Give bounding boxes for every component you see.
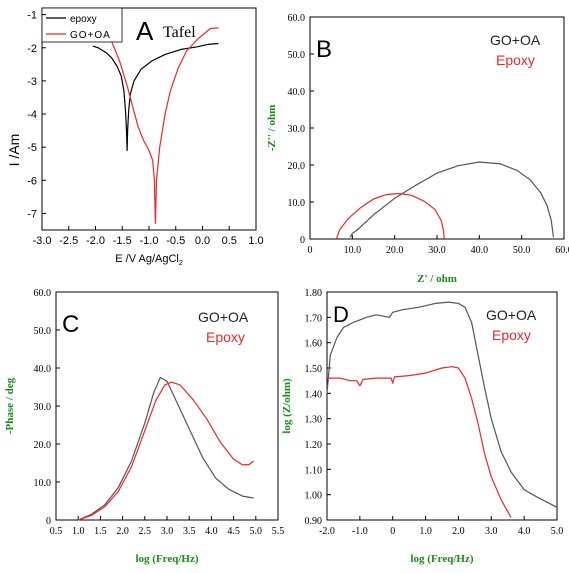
panel-b-y-axis-label: -Z'' / ohm	[266, 105, 278, 151]
panel-b-legend-go-oa: GO+OA	[490, 32, 541, 48]
panel-d-y-tick-label: 1.00	[305, 491, 323, 502]
panel-c-y-tick-label: 50.0	[34, 326, 52, 337]
panel-a-x-tick-label: 0.0	[195, 235, 210, 247]
panel-d-y-tick-label: 1.70	[305, 313, 323, 324]
panel-c-x-tick-label: 3.5	[183, 526, 196, 537]
panel-d-x-tick-label: 1.0	[419, 526, 432, 537]
panel-b-x-tick-label: 0	[308, 245, 313, 256]
panel-a-x-tick-label: -3.0	[33, 235, 52, 247]
panel-c-x-tick-label: 2.0	[116, 526, 129, 537]
panel-a-x-tick-label: -1.5	[113, 235, 132, 247]
panel-b-letter: B	[316, 36, 332, 63]
panel-b-y-tick-label: 20.0	[288, 161, 306, 172]
panel-c-x-axis-label: log (Freq/Hz)	[135, 553, 198, 565]
panel-a-x-axis-label: E /V Ag/AgCl2	[115, 253, 183, 267]
panel-d-x-tick-label: 5.0	[551, 526, 564, 537]
panel-d-x-tick-label: -2.0	[319, 526, 335, 537]
panel-d-y-tick-label: 1.30	[305, 415, 323, 426]
panel-a-y-tick-label: -2	[27, 43, 37, 55]
panel-d-y-tick-label: 1.50	[305, 364, 323, 375]
panel-b-y-tick-label: 30.0	[288, 124, 306, 135]
panel-b-x-tick-label: 10.0	[344, 245, 362, 256]
panel-c-x-tick-label: 0.5	[50, 526, 63, 537]
panel-c-y-tick-label: 60.0	[34, 288, 52, 299]
panel-a-x-tick-label: -2.5	[59, 235, 78, 247]
panel-d-y-tick-label: 0.90	[305, 516, 323, 527]
panel-c-x-tick-label: 2.5	[139, 526, 152, 537]
panel-b-y-tick-label: 60.0	[288, 13, 306, 24]
panel-d-y-tick-label: 1.20	[305, 440, 323, 451]
panel-b-x-axis-label: Z' / ohm	[417, 273, 457, 285]
panel-a-x-tick-label: 1.0	[248, 235, 263, 247]
panel-c-x-tick-label: 4.5	[227, 526, 240, 537]
panel-a-y-tick-label: -3	[27, 76, 37, 88]
panel-b-x-tick-label: 40.0	[471, 245, 489, 256]
panel-d-x-tick-label: 0	[390, 526, 395, 537]
panel-d-y-tick-label: 1.80	[305, 288, 323, 299]
panel-b-y-tick-label: 50.0	[288, 50, 306, 61]
panel-d-x-tick-label: 2.0	[452, 526, 465, 537]
panel-a-y-tick-label: -7	[27, 208, 37, 220]
panel-a-x-tick-label: -2.0	[86, 235, 105, 247]
panel-b-x-tick-label: 30.0	[428, 245, 446, 256]
panel-c-y-tick-label: 0	[46, 516, 51, 527]
panel-c-y-tick-label: 20.0	[34, 440, 52, 451]
panel-b-y-tick-label: 0	[300, 235, 305, 246]
panel-d-legend-go-oa: GO+OA	[486, 307, 537, 323]
panel-d-y-tick-label: 1.40	[305, 389, 323, 400]
panel-b-y-tick-label: 40.0	[288, 87, 306, 98]
panel-c-y-tick-label: 40.0	[34, 364, 52, 375]
panel-c-x-tick-label: 1.0	[72, 526, 85, 537]
panel-a-y-axis-label: I /Am	[6, 134, 22, 167]
panel-c-y-tick-label: 30.0	[34, 402, 52, 413]
panel-a-title: Tafel	[163, 24, 196, 41]
panel-a-y-tick-label: -5	[27, 142, 37, 154]
panel-b-x-tick-label: 60.0	[555, 245, 569, 256]
panel-d-y-tick-label: 1.60	[305, 339, 323, 350]
panel-c-letter: C	[62, 311, 79, 338]
panel-c-legend-epoxy: Epoxy	[206, 329, 245, 345]
panel-c-x-tick-label: 4.0	[205, 526, 218, 537]
panel-c-legend-go-oa: GO+OA	[198, 309, 249, 325]
panel-b-y-tick-label: 10.0	[288, 198, 306, 209]
panel-d-y-axis-label: log (Z/ohm)	[281, 378, 293, 434]
panel-d-legend-epoxy: Epoxy	[492, 327, 531, 343]
panel-a-letter: A	[136, 16, 154, 46]
panel-a-x-tick-label: -1.0	[140, 235, 159, 247]
panel-c-y-axis-label: -Phase / deg	[4, 377, 16, 434]
panel-b-legend-epoxy: Epoxy	[496, 52, 535, 68]
panel-a-legend: epoxy GO+OA	[42, 8, 122, 42]
panel-d-x-tick-label: 4.0	[518, 526, 531, 537]
panel-d-x-tick-label: 3.0	[485, 526, 498, 537]
panel-a-y-tick-label: -1	[27, 10, 37, 22]
panel-b-x-tick-label: 50.0	[513, 245, 531, 256]
panel-a-legend-label-epoxy: epoxy	[70, 14, 97, 25]
panel-d-x-axis-label: log (Freq/Hz)	[410, 553, 473, 565]
panel-b-x-tick-label: 20.0	[386, 245, 404, 256]
panel-c-y-tick-label: 10.0	[34, 478, 52, 489]
panel-c-x-tick-label: 5.5	[272, 526, 285, 537]
panel-a-x-tick-label: -0.5	[166, 235, 185, 247]
panel-c-x-tick-label: 1.5	[94, 526, 107, 537]
panel-d-x-tick-label: -1.0	[352, 526, 368, 537]
panel-a-y-tick-label: -4	[27, 109, 37, 121]
panel-c-x-tick-label: 5.0	[250, 526, 263, 537]
panel-a-x-tick-label: 0.5	[222, 235, 237, 247]
panel-a-y-tick-label: -6	[27, 175, 37, 187]
panel-a-legend-label-go-oa: GO+OA	[70, 30, 111, 41]
panel-d-y-tick-label: 1.10	[305, 465, 323, 476]
panel-c-x-tick-label: 3.0	[161, 526, 174, 537]
panel-d-letter: D	[333, 302, 349, 327]
